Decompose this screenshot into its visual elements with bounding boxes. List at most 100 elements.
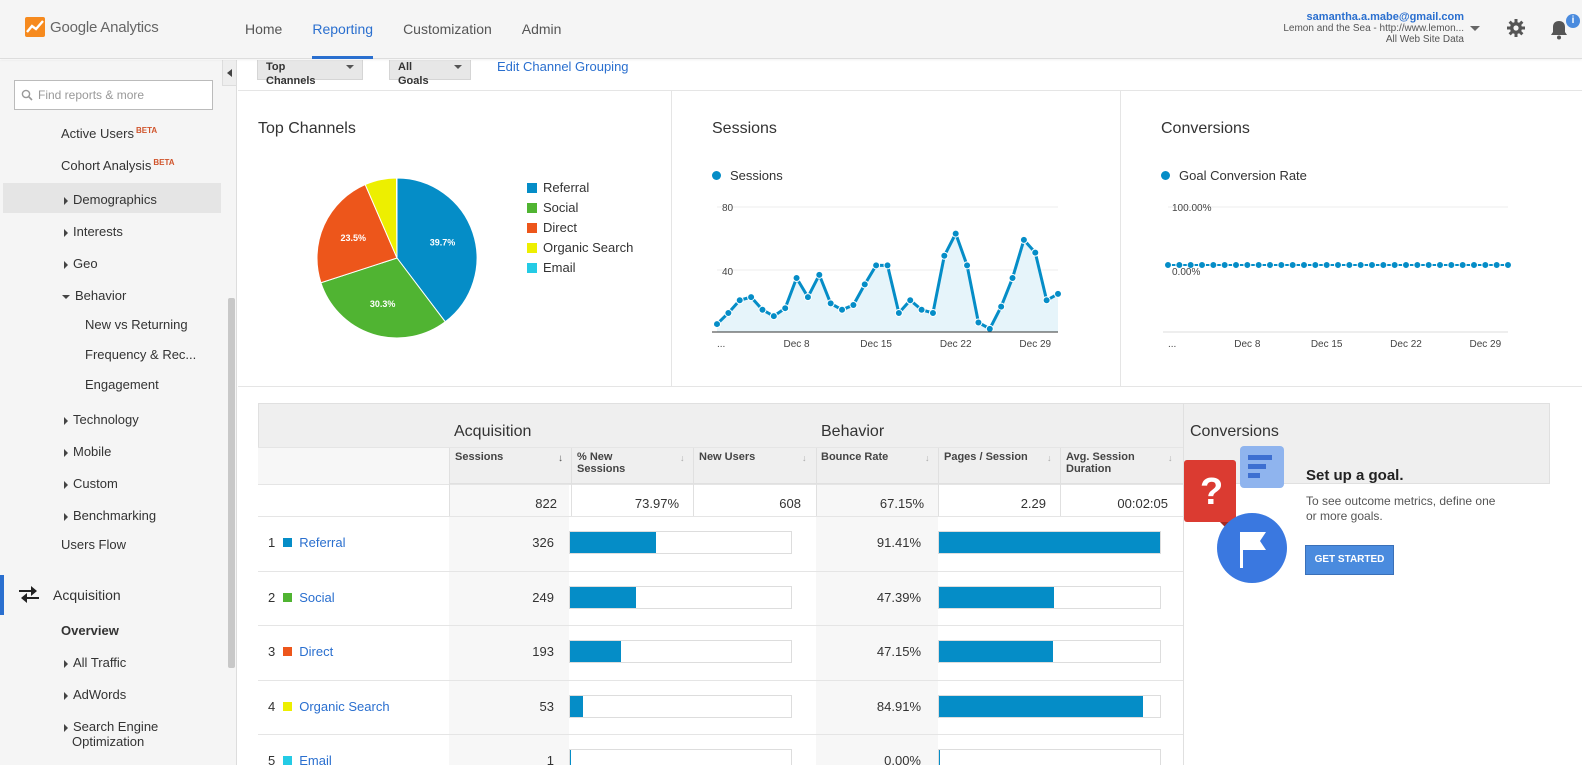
edit-channel-grouping-link[interactable]: Edit Channel Grouping [497, 59, 629, 74]
all-goals-dropdown[interactable]: All Goals [389, 60, 471, 87]
data-point [1492, 261, 1501, 269]
x-tick-label: ... [1168, 339, 1176, 350]
account-selector[interactable]: samantha.a.mabe@gmail.com Lemon and the … [1283, 11, 1464, 46]
col-divider [1060, 447, 1061, 484]
caret-right-icon [64, 659, 68, 668]
row-swatch [283, 702, 293, 711]
col-header-bounce-rate[interactable]: Bounce Rate [821, 451, 889, 463]
sidebar-item-adwords[interactable]: AdWords [64, 687, 126, 702]
sessions-legend[interactable]: Sessions [712, 168, 783, 183]
data-point [872, 261, 881, 270]
bell-icon[interactable] [1548, 17, 1570, 41]
row-channel-referral[interactable]: 1 Referral [268, 535, 345, 550]
col-divider [938, 484, 939, 516]
sidebar-item-technology[interactable]: Technology [64, 412, 139, 427]
row-channel-direct[interactable]: 3 Direct [268, 644, 333, 659]
sidebar-item-benchmarking[interactable]: Benchmarking [64, 508, 156, 523]
legend-direct[interactable]: Direct [527, 220, 577, 235]
conversions-setup-panel: Conversions ? Set up a goal. To see outc… [1183, 403, 1550, 765]
sidebar-item-new-vs-returning[interactable]: New vs Returning [85, 317, 188, 332]
total-sessions: 822 [535, 496, 557, 511]
sidebar-item-label: Active Users [61, 126, 134, 141]
sort-desc-icon[interactable]: ↓ [558, 453, 563, 464]
top-channels-dropdown[interactable]: Top Channels [257, 60, 363, 87]
sidebar-item-overview[interactable]: Overview [61, 623, 119, 638]
data-point [985, 324, 994, 333]
sidebar-item-all-traffic[interactable]: All Traffic [64, 655, 126, 670]
legend-social[interactable]: Social [527, 200, 578, 215]
sidebar-item-seo[interactable]: Search Engine Optimization [64, 719, 158, 749]
panel-divider [671, 91, 672, 386]
row-channel-email[interactable]: 5 Email [268, 753, 332, 765]
x-tick-label: ... [717, 339, 725, 350]
bounce-rate-bar [938, 531, 1161, 554]
sidebar-item-users-flow[interactable]: Users Flow [61, 537, 127, 552]
sidebar-item-engagement[interactable]: Engagement [85, 377, 159, 392]
sidebar-item-frequency[interactable]: Frequency & Rec... [85, 347, 197, 362]
row-sessions: 1 [546, 753, 554, 765]
search-input[interactable] [38, 88, 208, 102]
new-sessions-bar [569, 531, 792, 554]
account-caret-icon[interactable] [1470, 26, 1480, 31]
row-bounce-rate: 0.00% [884, 753, 921, 765]
data-point [883, 261, 892, 270]
sidebar-item-geo[interactable]: Geo [64, 256, 98, 271]
sidebar-item-demographics[interactable]: Demographics [64, 192, 157, 207]
data-point [1288, 261, 1297, 269]
nav-reporting[interactable]: Reporting [312, 0, 374, 59]
legend-referral[interactable]: Referral [527, 180, 589, 195]
row-channel-name: Referral [299, 535, 346, 550]
col-header-new-users[interactable]: New Users [699, 451, 756, 463]
sidebar-item-cohort-analysis[interactable]: Cohort Analysis BETA [61, 158, 175, 173]
data-point [1300, 261, 1308, 269]
row-number: 5 [268, 753, 276, 765]
sidebar-item-label: Interests [73, 224, 123, 239]
row-bounce-rate: 47.39% [876, 590, 921, 605]
get-started-button[interactable]: GET STARTED [1305, 545, 1394, 575]
col-divider [816, 484, 817, 516]
sort-icon[interactable]: ↓ [1047, 453, 1052, 463]
goal-title: Set up a goal. [1306, 467, 1404, 484]
sidebar-item-mobile[interactable]: Mobile [64, 444, 111, 459]
nav-home[interactable]: Home [245, 21, 283, 37]
legend-label: Email [543, 260, 576, 275]
caret-down-icon [62, 294, 70, 299]
legend-label: Referral [543, 180, 590, 195]
col-header-avg-session-duration[interactable]: Avg. Session Duration [1066, 451, 1135, 475]
account-email: samantha.a.mabe@gmail.com [1306, 11, 1464, 23]
y-tick-label: 80 [722, 203, 734, 214]
legend-swatch [527, 243, 537, 253]
col-header-sessions[interactable]: Sessions [455, 451, 504, 463]
sidebar-scrollbar[interactable] [228, 298, 235, 668]
sort-icon[interactable]: ↓ [802, 453, 807, 463]
col-header-pages-session[interactable]: Pages / Session [944, 451, 1028, 463]
sort-icon[interactable]: ↓ [1168, 453, 1173, 463]
legend-organic-search[interactable]: Organic Search [527, 240, 633, 255]
row-divider [258, 571, 1183, 572]
sidebar-item-interests[interactable]: Interests [64, 224, 123, 239]
col-header-pct-new-sessions[interactable]: % New Sessions [577, 451, 625, 475]
legend-email[interactable]: Email [527, 260, 576, 275]
row-channel-social[interactable]: 2 Social [268, 590, 335, 605]
x-tick-label: Dec 22 [940, 339, 972, 350]
x-tick-label: Dec 8 [784, 339, 811, 350]
row-bounce-rate: 47.15% [876, 644, 921, 659]
sidebar-item-acquisition[interactable]: Acquisition [53, 587, 121, 603]
nav-customization[interactable]: Customization [403, 21, 492, 37]
sidebar-item-active-users[interactable]: Active Users BETA [61, 126, 157, 141]
data-point [928, 308, 937, 317]
gear-icon[interactable] [1506, 18, 1526, 38]
sort-icon[interactable]: ↓ [680, 453, 685, 463]
sort-icon[interactable]: ↓ [925, 453, 930, 463]
sidebar-item-custom[interactable]: Custom [64, 476, 118, 491]
row-channel-organic-search[interactable]: 4 Organic Search [268, 699, 390, 714]
nav-admin[interactable]: Admin [521, 21, 562, 37]
sidebar-item-behavior[interactable]: Behavior [62, 288, 126, 303]
data-point [1345, 261, 1354, 269]
conversions-legend[interactable]: Goal Conversion Rate [1161, 168, 1307, 183]
collapse-sidebar-button[interactable] [222, 60, 236, 86]
google-analytics-logo[interactable]: Google Analytics [25, 17, 159, 37]
notification-badge: i [1566, 14, 1580, 28]
data-point [974, 318, 983, 327]
col-header-line: Avg. Session [1066, 451, 1135, 463]
